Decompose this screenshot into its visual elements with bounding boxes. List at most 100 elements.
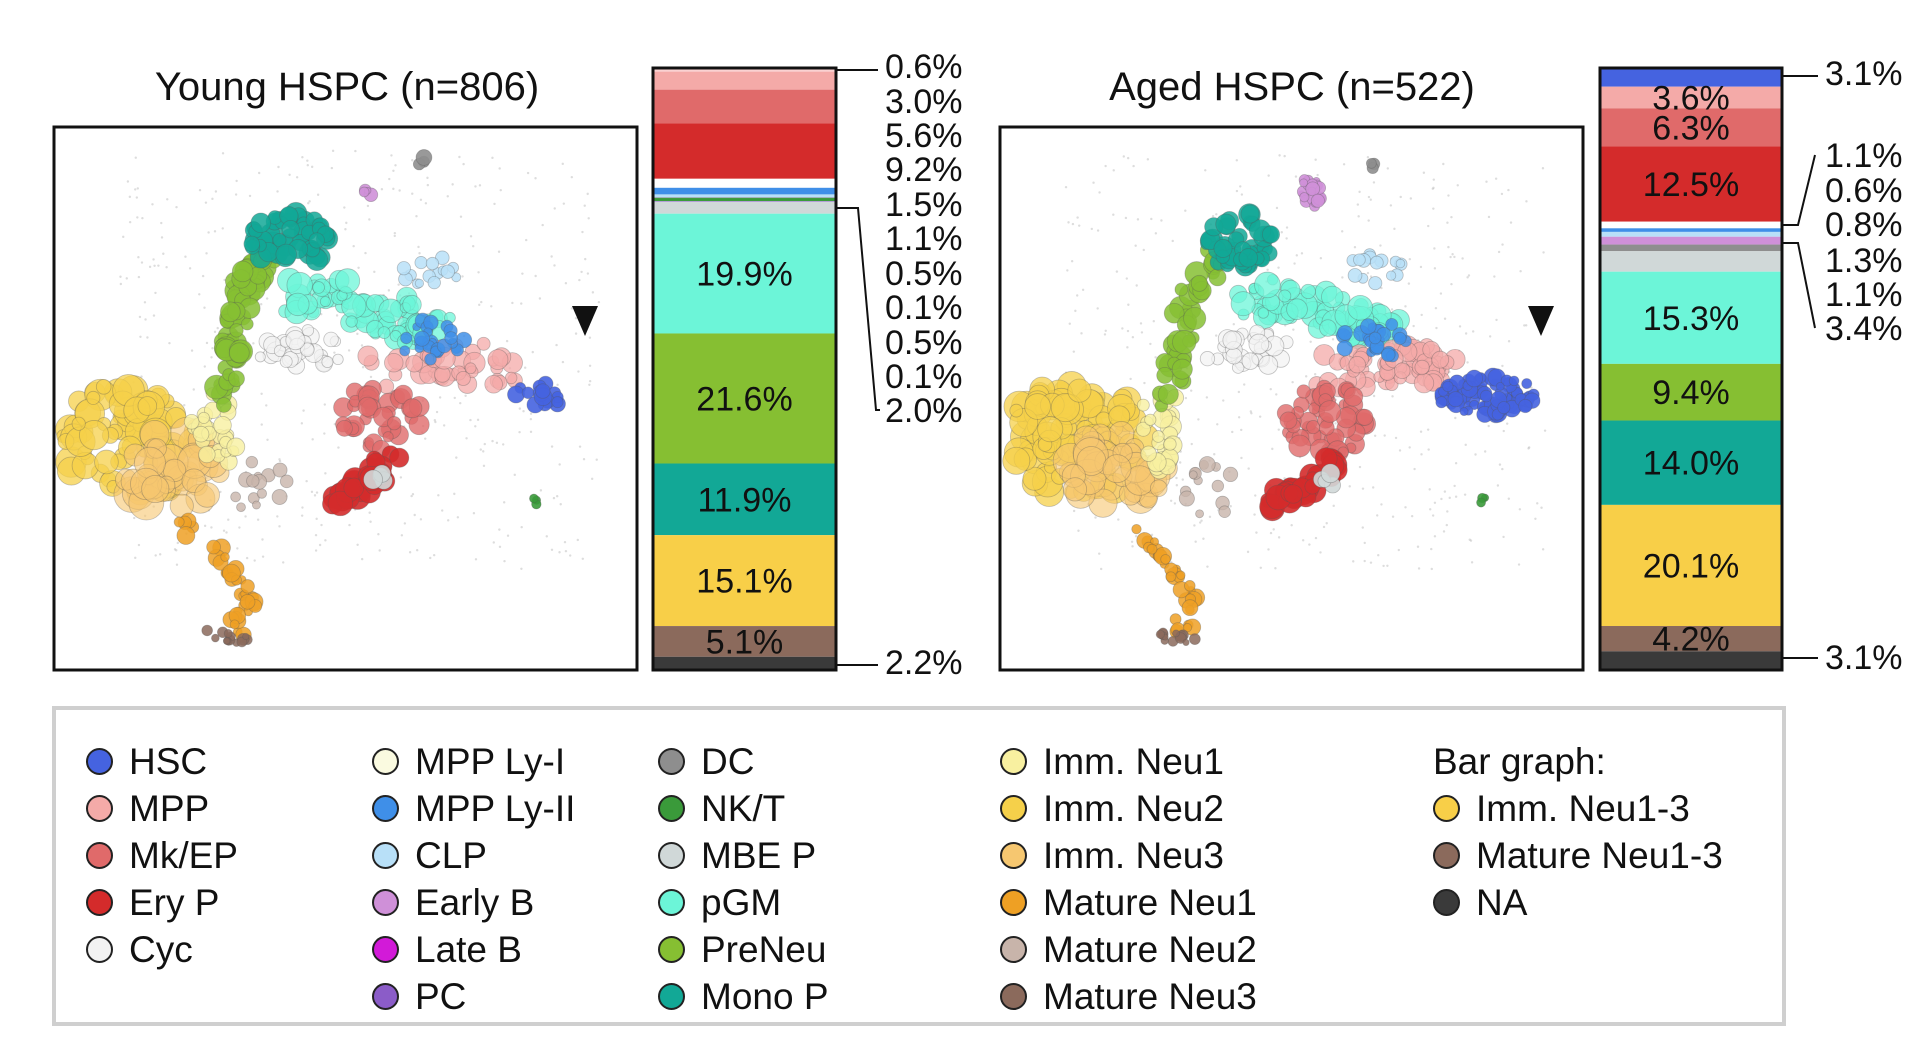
background-point (1179, 461, 1182, 464)
background-point (553, 207, 556, 210)
background-point (411, 493, 415, 496)
background-point (582, 457, 586, 461)
background-point (1081, 288, 1085, 292)
background-point (1464, 443, 1467, 447)
background-point (435, 410, 439, 414)
clp-point (435, 250, 450, 266)
cyc-point (254, 351, 266, 363)
aged-segment-label: 3.6% (1652, 80, 1730, 118)
background-point (1277, 266, 1280, 269)
background-point (474, 425, 477, 428)
background-point (1417, 567, 1421, 570)
aged-bar-segment (1600, 244, 1782, 252)
background-point (1127, 303, 1130, 306)
background-point (476, 418, 480, 422)
background-point (301, 506, 304, 509)
legend-bar-graph-column: Bar graph: Imm. Neu1-3 Mature Neu1-3 NA (1433, 738, 1723, 926)
mpp-ly-ii-point (1393, 331, 1407, 345)
background-point (1237, 416, 1241, 419)
background-point (1332, 504, 1335, 508)
background-point (415, 215, 418, 218)
background-point (442, 424, 446, 427)
background-point (1175, 484, 1179, 487)
background-point (235, 179, 238, 183)
legend-label: NK/T (701, 787, 786, 829)
background-point (588, 379, 592, 383)
clp-point (427, 275, 441, 290)
background-point (1284, 324, 1287, 327)
background-point (1448, 496, 1451, 500)
background-point (227, 518, 230, 521)
background-point (1096, 307, 1099, 310)
imm-neu1-point (1144, 413, 1157, 426)
young-side-label: 2.0% (885, 392, 963, 430)
background-point (323, 432, 326, 435)
cyc-point (300, 342, 315, 358)
background-point (1463, 493, 1467, 496)
background-point (330, 166, 334, 170)
legend-swatch-icon (372, 795, 399, 822)
young-bar-segment (653, 463, 836, 536)
legend-swatch-icon (1000, 748, 1027, 775)
background-point (333, 351, 336, 354)
background-point (1391, 395, 1394, 398)
mk-ep-point (357, 396, 378, 417)
background-point (1304, 375, 1308, 378)
legend-label: Imm. Neu1 (1043, 740, 1224, 782)
background-point (1112, 169, 1115, 172)
background-point (1150, 533, 1154, 537)
background-point (1115, 270, 1119, 273)
background-point (331, 149, 335, 153)
background-point (1072, 509, 1076, 513)
mpp-point (484, 375, 503, 394)
mk-ep-point (1356, 408, 1374, 426)
background-point (1468, 538, 1471, 541)
background-point (1454, 416, 1457, 420)
background-point (306, 164, 309, 167)
background-point (288, 173, 291, 177)
background-point (1269, 531, 1273, 535)
legend-swatch-icon (1433, 889, 1460, 916)
background-point (1160, 219, 1163, 222)
background-point (244, 515, 247, 518)
background-point (461, 275, 464, 278)
hsc-point (551, 396, 564, 409)
background-point (1416, 545, 1420, 548)
background-point (222, 529, 226, 532)
imm-neu-point (1050, 393, 1080, 423)
clp-point (440, 264, 455, 279)
background-point (424, 202, 428, 205)
mature-neu3-point (211, 633, 220, 643)
legend-label: Mature Neu3 (1043, 975, 1257, 1017)
cyc-point (285, 330, 306, 351)
background-point (213, 330, 217, 334)
background-point (1541, 548, 1545, 551)
background-point (148, 265, 152, 269)
background-point (417, 245, 420, 249)
background-point (1259, 566, 1263, 569)
background-point (201, 274, 205, 278)
background-point (464, 394, 467, 397)
mature-neu2-point (271, 489, 288, 505)
young-side-label: 0.6% (885, 48, 963, 86)
background-point (1140, 331, 1144, 334)
background-point (1316, 173, 1319, 177)
pgm-point (1278, 289, 1292, 303)
background-point (525, 238, 528, 242)
legend-label: Mature Neu1-3 (1476, 834, 1723, 876)
legend-item: Mono P (658, 973, 829, 1020)
background-point (175, 549, 178, 552)
background-point (558, 463, 561, 466)
mbe-p-point (363, 469, 383, 490)
legend-label: Mk/EP (129, 834, 238, 876)
background-point (561, 360, 565, 364)
background-point (415, 549, 419, 552)
background-point (398, 189, 401, 192)
background-point (539, 489, 543, 492)
background-point (1076, 216, 1079, 219)
background-point (438, 396, 442, 399)
background-point (1379, 244, 1382, 247)
young-bar-segment (653, 333, 836, 464)
background-point (1383, 434, 1386, 437)
background-point (426, 176, 429, 180)
